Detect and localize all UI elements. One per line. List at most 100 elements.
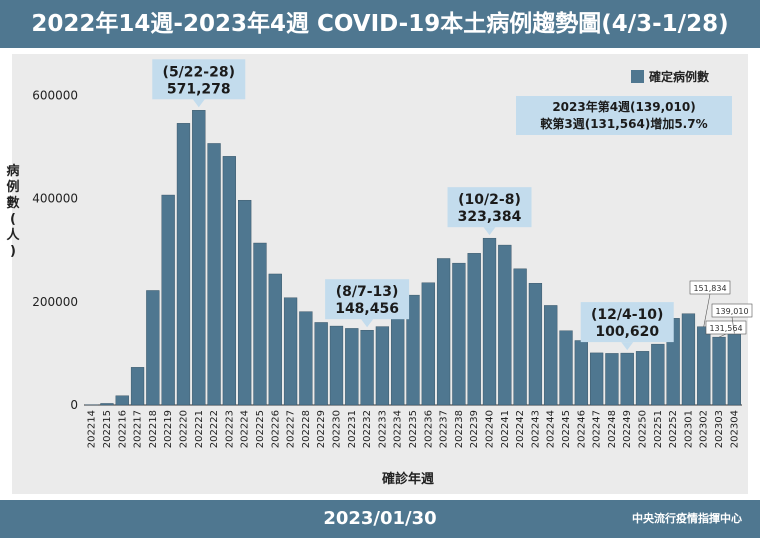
bar (222, 156, 236, 406)
x-tick-label: 202215 (102, 410, 113, 448)
x-tick-label: 202230 (331, 410, 342, 448)
bar (421, 282, 435, 406)
data-label-box (711, 303, 753, 318)
x-tick-label: 202218 (148, 410, 159, 448)
header-bar: 2022年14週-2023年4週 COVID-19本土病例趨勢圖(4/3-1/2… (0, 0, 760, 48)
x-tick-label: 202223 (224, 410, 235, 448)
bar (238, 199, 252, 406)
data-label-leader (718, 333, 727, 338)
y-tick-label: 400000 (32, 192, 78, 206)
callout-period: (10/2-8) (458, 192, 521, 208)
x-tick-label: 202232 (362, 410, 373, 448)
bar (283, 297, 298, 406)
callout-pointer (483, 227, 496, 236)
callout-value: 571,278 (167, 81, 231, 97)
bar (712, 336, 726, 406)
chart-title: 2022年14週-2023年4週 COVID-19本土病例趨勢圖(4/3-1/2… (31, 11, 729, 37)
bar (192, 110, 206, 406)
x-tick-label: 202242 (515, 410, 526, 448)
bar (268, 273, 282, 406)
bar (697, 326, 711, 406)
bar (635, 351, 650, 406)
x-tick-label: 202228 (301, 410, 312, 448)
bar (605, 353, 619, 406)
y-axis-title-char: ) (10, 244, 16, 259)
x-tick-label: 202301 (683, 410, 694, 448)
x-tick-label: 202237 (439, 410, 450, 448)
bar (176, 123, 191, 406)
x-tick-label: 202240 (485, 410, 496, 448)
callout-value: 323,384 (458, 209, 522, 225)
bar (559, 330, 573, 406)
x-tick-label: 202250 (638, 410, 649, 448)
y-tick-label: 200000 (32, 295, 78, 309)
x-tick-label: 202304 (729, 410, 740, 448)
bar (620, 352, 634, 406)
legend-label: 確定病例數 (649, 69, 709, 84)
bar (115, 395, 129, 406)
y-axis-title-char: 病 (6, 163, 19, 179)
callout-pointer (621, 342, 634, 351)
x-tick-label: 202238 (454, 410, 465, 448)
y-axis-title-char: ( (10, 212, 16, 227)
y-axis-title-char: 人 (6, 227, 20, 243)
bar (727, 333, 741, 406)
x-tick-label: 202231 (347, 410, 358, 448)
x-tick-label: 202246 (576, 410, 587, 448)
bar (314, 322, 328, 406)
x-tick-label: 202303 (714, 410, 725, 448)
note-line-1: 2023年第4週(139,010) (552, 99, 695, 114)
annotations: (5/22-28)571,278 (8/7-13)148,456 (10/2-8)3… (152, 59, 753, 351)
data-label-box (705, 320, 747, 335)
x-axis-title: 確診年週 (382, 471, 434, 487)
x-tick-label: 202236 (423, 410, 434, 448)
data-label-leader (703, 293, 711, 327)
x-tick-label: 202229 (316, 410, 327, 448)
bar (375, 326, 390, 406)
bar (100, 403, 114, 406)
bar (253, 242, 267, 406)
x-tick-label: 202239 (469, 410, 480, 448)
x-tick-label: 202233 (377, 410, 388, 448)
callout-period: (8/7-13) (336, 284, 399, 300)
x-tick-label: 202234 (393, 410, 404, 448)
callout-pointer (192, 99, 205, 108)
note-line-2: 較第3週(131,564)增加5.7% (540, 116, 707, 131)
callout-pointer (361, 319, 374, 328)
y-axis-title: 病例數(人) (6, 163, 20, 259)
bar (161, 194, 175, 406)
x-tick-label: 202220 (178, 410, 189, 448)
callout-box (447, 187, 532, 228)
legend-swatch (631, 70, 644, 83)
data-label-leader (731, 316, 735, 334)
bar (544, 305, 558, 406)
footer-date: 2023/01/30 (323, 508, 437, 529)
callout-box (580, 302, 674, 343)
bar (299, 311, 313, 406)
x-tick-label: 202245 (561, 410, 572, 448)
bar (130, 367, 145, 406)
x-tick-label: 202222 (209, 410, 220, 448)
bar (651, 343, 665, 406)
x-tick-label: 202225 (255, 410, 266, 448)
y-axis-title-char: 例 (6, 179, 19, 195)
data-label: 139,010 (715, 307, 748, 316)
y-axis-title-char: 數 (6, 195, 19, 211)
x-tick-label: 202248 (607, 410, 618, 448)
bar (513, 268, 527, 406)
x-tick-label: 202235 (408, 410, 419, 448)
x-tick-label: 202216 (117, 410, 128, 448)
y-tick-label: 600000 (32, 88, 78, 102)
bar (391, 314, 405, 406)
footer-source: 中央流行疫情指揮中心 (632, 512, 742, 525)
x-tick-label: 202227 (286, 410, 297, 448)
x-tick-label: 202251 (653, 410, 664, 448)
x-tick-label: 202219 (163, 410, 174, 448)
footer-bar: 2023/01/30 中央流行疫情指揮中心 (0, 500, 760, 538)
data-label: 151,834 (693, 284, 726, 293)
callout-period: (5/22-28) (163, 64, 235, 80)
x-tick-label: 202221 (194, 410, 205, 448)
x-tick-label: 202302 (699, 410, 710, 448)
bar (467, 253, 481, 406)
